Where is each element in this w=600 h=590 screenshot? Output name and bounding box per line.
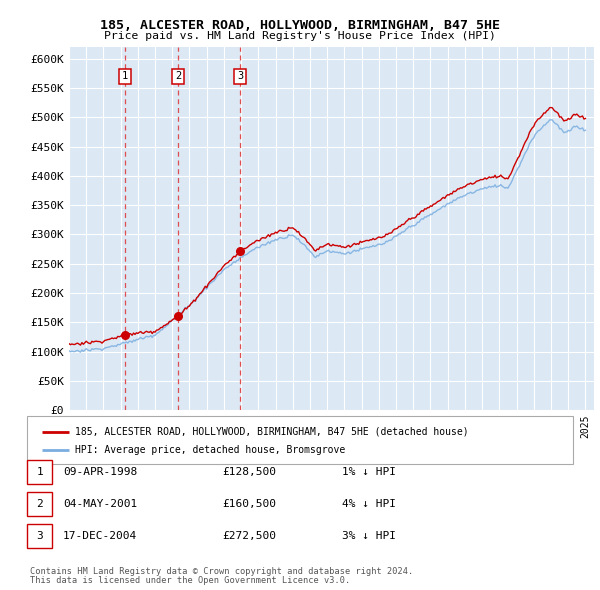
- Text: Contains HM Land Registry data © Crown copyright and database right 2024.: Contains HM Land Registry data © Crown c…: [30, 566, 413, 576]
- Text: 185, ALCESTER ROAD, HOLLYWOOD, BIRMINGHAM, B47 5HE: 185, ALCESTER ROAD, HOLLYWOOD, BIRMINGHA…: [100, 19, 500, 32]
- Text: 1% ↓ HPI: 1% ↓ HPI: [342, 467, 396, 477]
- Text: 1: 1: [36, 467, 43, 477]
- Text: 1: 1: [122, 71, 128, 81]
- Text: 185, ALCESTER ROAD, HOLLYWOOD, BIRMINGHAM, B47 5HE (detached house): 185, ALCESTER ROAD, HOLLYWOOD, BIRMINGHA…: [75, 427, 469, 437]
- Text: Price paid vs. HM Land Registry's House Price Index (HPI): Price paid vs. HM Land Registry's House …: [104, 31, 496, 41]
- Text: 3% ↓ HPI: 3% ↓ HPI: [342, 531, 396, 540]
- Text: £128,500: £128,500: [222, 467, 276, 477]
- Text: 09-APR-1998: 09-APR-1998: [63, 467, 137, 477]
- Text: £272,500: £272,500: [222, 531, 276, 540]
- Text: 4% ↓ HPI: 4% ↓ HPI: [342, 499, 396, 509]
- Text: 2: 2: [175, 71, 181, 81]
- Text: HPI: Average price, detached house, Bromsgrove: HPI: Average price, detached house, Brom…: [75, 445, 345, 454]
- Text: This data is licensed under the Open Government Licence v3.0.: This data is licensed under the Open Gov…: [30, 576, 350, 585]
- Text: 04-MAY-2001: 04-MAY-2001: [63, 499, 137, 509]
- Text: 3: 3: [36, 531, 43, 540]
- Text: 17-DEC-2004: 17-DEC-2004: [63, 531, 137, 540]
- Text: 2: 2: [36, 499, 43, 509]
- Text: 3: 3: [238, 71, 244, 81]
- Text: £160,500: £160,500: [222, 499, 276, 509]
